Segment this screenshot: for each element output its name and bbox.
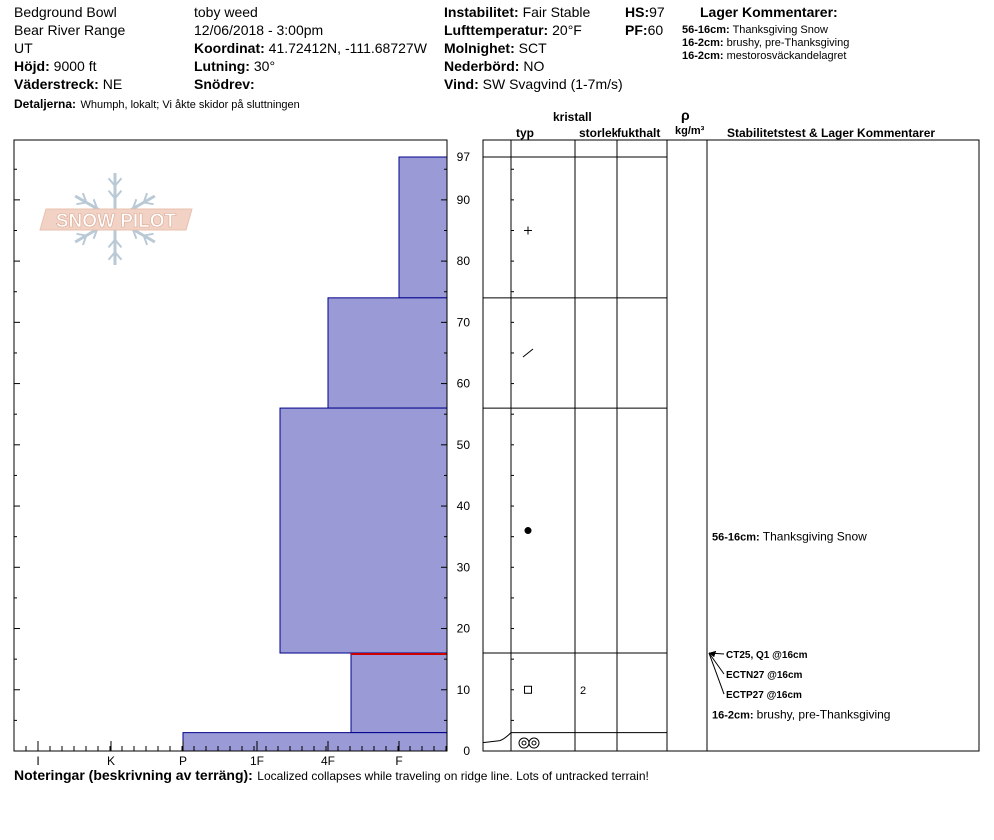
depth-tick-label: 30 — [457, 560, 471, 574]
elevation: Höjd: 9000 ft — [14, 58, 97, 74]
crystal-size-value: 2 — [580, 685, 586, 697]
crystal-dot-icon — [524, 527, 532, 535]
depth-tick-label: 97 — [457, 150, 471, 164]
layer-comment: 16-2cm: mestorosväckandelagret — [682, 50, 847, 62]
slope-angle: Lutning: 30° — [194, 58, 276, 74]
hardness-bar — [350, 652, 448, 734]
layer-table: 2 — [482, 139, 980, 752]
terrain-notes: Noteringar (beskrivning av terräng): Loc… — [14, 767, 649, 783]
snowpilot-logo: SNOW PILOT — [39, 173, 193, 265]
stability-test-result: CT25, Q1 @16cm — [726, 650, 808, 661]
crystal-slash-icon — [522, 348, 534, 358]
layer-comment-row: 56-16cm: Thanksgiving Snow — [712, 530, 867, 544]
crystal-square-icon — [524, 685, 532, 694]
hardness-bars — [182, 156, 448, 752]
hardness-bar — [279, 407, 448, 654]
snow-height: HS:97 — [625, 4, 665, 20]
crystal-double-circle-icon — [528, 737, 540, 749]
observer: toby weed — [194, 4, 258, 20]
aspect: Väderstreck: NE — [14, 76, 123, 92]
depth-tick-label: 70 — [457, 315, 471, 329]
layer-connector — [482, 732, 512, 744]
header-storlek: storlek — [579, 126, 617, 140]
hardness-tick-label: I — [36, 754, 39, 768]
crystal-double-circle-icon — [531, 740, 537, 746]
snowflake-branch — [142, 235, 149, 246]
stability-tests: CT25, Q1 @16cm ECTN27 @16cm ECTP27 @16cm 56… — [708, 530, 890, 721]
coordinates: Koordinat: 41.72412N, -111.68727W — [194, 40, 427, 56]
snowflake-branch — [107, 190, 116, 199]
logo-text: SNOW PILOT — [56, 211, 177, 232]
snowflake-branch — [81, 192, 88, 203]
table-frame — [482, 139, 980, 752]
snowflake-branch — [114, 239, 123, 248]
layer-comment: 16-2cm: brushy, pre-Thanksgiving — [682, 37, 850, 49]
snowflake-branch — [76, 201, 87, 206]
air-temperature: Lufttemperatur: 20°F — [444, 22, 582, 38]
location-name: Bedground Bowl — [14, 4, 117, 20]
snowflake-branch — [92, 229, 99, 240]
depth-tick-label: 80 — [457, 254, 471, 268]
hardness-tick-label: 4F — [321, 754, 335, 768]
details: Detaljerna: Whumph, lokalt; Vi åkte skid… — [14, 97, 300, 111]
hardness-bar — [398, 156, 448, 299]
test-arrow-icon — [709, 651, 716, 658]
hardness-tick-label: K — [107, 754, 115, 768]
depth-tick-label: 10 — [457, 683, 471, 697]
header-stability: Stabilitetstest & Lager Kommentarer — [727, 126, 936, 140]
stability-test-result: ECTN27 @16cm — [726, 670, 803, 681]
precipitation: Nederbörd: NO — [444, 58, 545, 74]
snowflake-branch — [107, 251, 116, 261]
snowflake-branch — [114, 190, 123, 199]
depth-tick-label: 90 — [457, 193, 471, 207]
snowflake-branch — [114, 251, 123, 261]
depth-tick-label: 20 — [457, 622, 471, 636]
layer-comment: 56-16cm: Thanksgiving Snow — [682, 24, 828, 36]
datetime: 12/06/2018 - 3:00pm — [194, 22, 324, 38]
header-kristall: kristall — [553, 110, 592, 124]
snowflake-branch — [107, 239, 116, 248]
hardness-bar — [327, 297, 448, 409]
stability-test-result: ECTP27 @16cm — [726, 690, 802, 701]
depth-tick-label: 0 — [463, 744, 470, 758]
snowflake-branch — [76, 232, 87, 237]
header-typ: typ — [516, 126, 534, 140]
mountain-range: Bear River Range — [14, 22, 126, 38]
penetration-foot: PF:60 — [625, 22, 664, 38]
crystal-double-circle-icon — [521, 740, 527, 746]
hardness-tick-label: F — [395, 754, 402, 768]
header-density-unit: kg/m³ — [675, 125, 705, 137]
header-fukthalt: fukthalt — [617, 126, 661, 140]
snowdrift: Snödrev: — [194, 76, 255, 92]
crystal-double-circle-icon — [518, 737, 530, 749]
test-pointer — [708, 652, 725, 675]
depth-axis: 0 10 20 30 40 50 60 70 80 90 97 — [14, 150, 470, 758]
test-pointer — [708, 652, 725, 695]
sky-cover: Molnighet: SCT — [444, 40, 547, 56]
snowflake-branch — [143, 201, 154, 206]
hardness-bar — [182, 732, 448, 752]
depth-tick-label: 50 — [457, 438, 471, 452]
snowflake-branch — [107, 177, 116, 187]
snowflake-branch — [143, 232, 154, 237]
depth-tick-label: 40 — [457, 499, 471, 513]
snowflake-branch — [131, 229, 138, 240]
state: UT — [14, 40, 33, 56]
snowflake-branch — [131, 198, 138, 209]
hardness-axis: I K P 1F 4F F — [25, 741, 447, 768]
hardness-tick-label: P — [179, 754, 187, 768]
instability: Instabilitet: Fair Stable — [444, 4, 591, 20]
hardness-tick-label: 1F — [250, 754, 264, 768]
layer-comment-row: 16-2cm: brushy, pre-Thanksgiving — [712, 707, 890, 721]
header-rho: ρ — [681, 107, 690, 123]
snowflake-branch — [81, 235, 88, 246]
depth-tick-label: 60 — [457, 377, 471, 391]
snowflake-branch — [142, 192, 149, 203]
wind: Vind: SW Svagvind (1-7m/s) — [444, 76, 623, 92]
snowflake-branch — [92, 198, 99, 209]
snowflake-branch — [114, 177, 123, 187]
layer-comments-title: Lager Kommentarer: — [700, 4, 838, 20]
logo-banner — [39, 208, 193, 231]
